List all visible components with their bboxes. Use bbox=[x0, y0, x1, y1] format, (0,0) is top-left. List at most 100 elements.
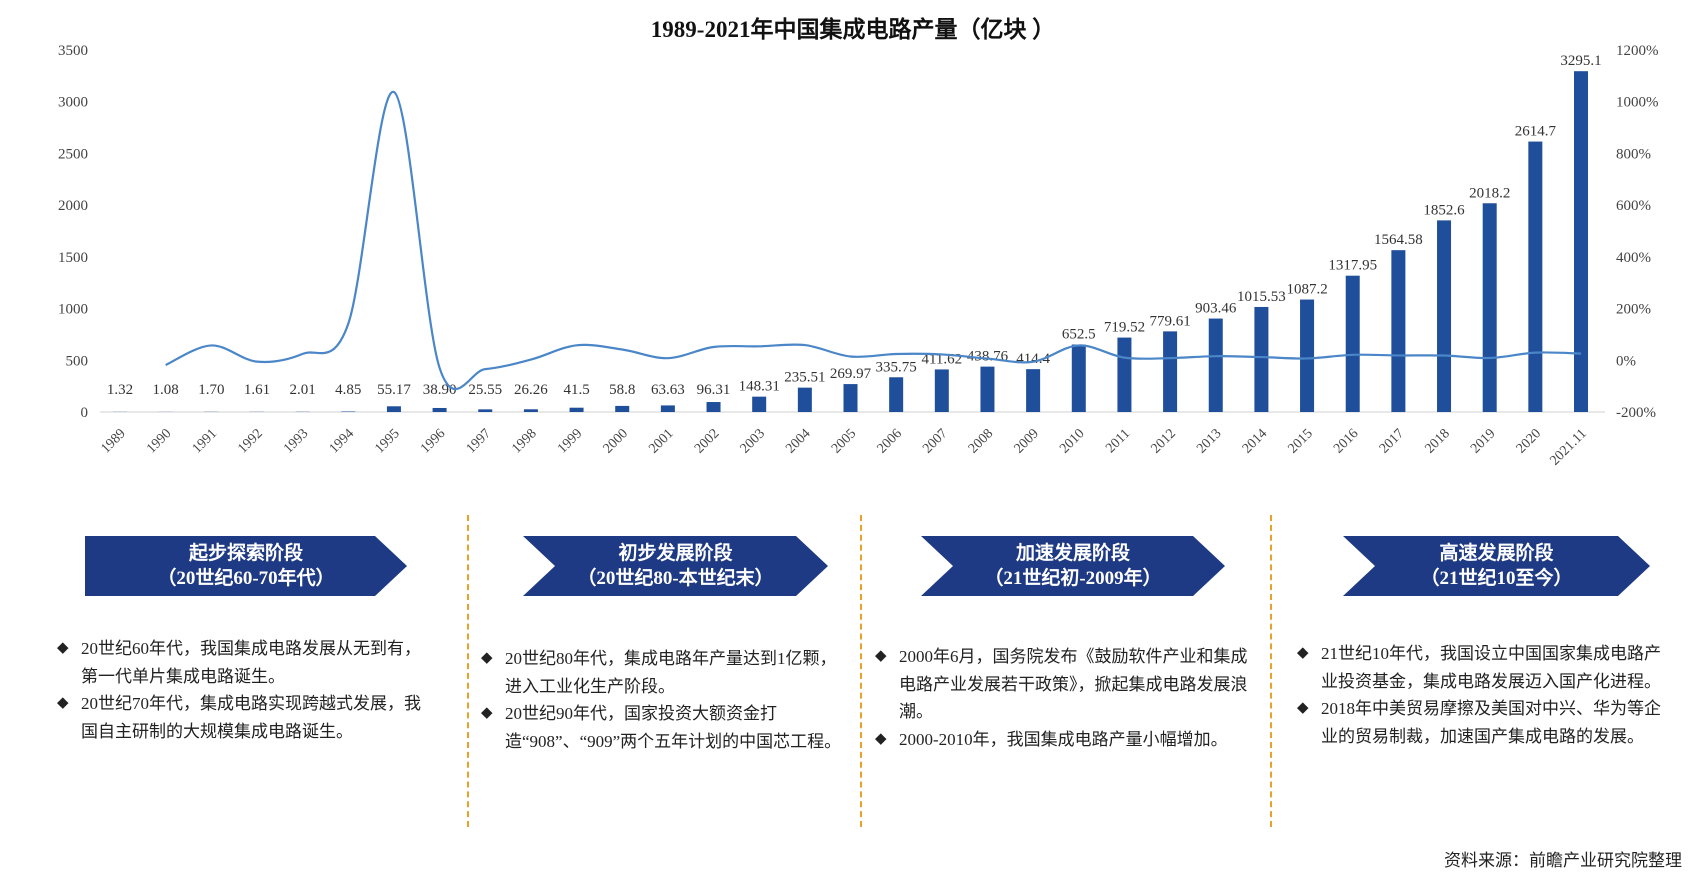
x-tick-label: 1999 bbox=[555, 426, 585, 456]
bullet-item: ◆ 2018年中美贸易摩擦及美国对中兴、华为等企业的贸易制裁，加速国产集成电路的发… bbox=[1297, 695, 1677, 750]
bar-data-label: 1.08 bbox=[153, 382, 179, 398]
arrow-banner-shape bbox=[523, 536, 828, 596]
y-left-tick: 3000 bbox=[58, 95, 88, 111]
diamond-bullet-icon: ◆ bbox=[1297, 645, 1309, 661]
bar bbox=[478, 409, 493, 412]
diamond-bullet-icon: ◆ bbox=[875, 730, 887, 747]
x-tick-label: 2011 bbox=[1103, 426, 1133, 456]
bar-data-label: 58.8 bbox=[609, 382, 635, 398]
growth-rate-line bbox=[165, 90, 1582, 391]
bar bbox=[615, 405, 630, 412]
bar-data-label: 903.46 bbox=[1195, 301, 1237, 317]
x-tick-label: 2005 bbox=[829, 426, 859, 456]
x-tick-label: 2007 bbox=[920, 426, 950, 456]
bullet-text: 20世纪80年代，集成电路年产量达到1亿颗，进入工业化生产阶段。 bbox=[505, 649, 837, 696]
bar-data-label: 1.32 bbox=[107, 382, 133, 398]
bullet-text: 2000年6月，国务院发布《鼓励软件产业和集成电路产业发展若干政策》，掀起集成电… bbox=[899, 647, 1248, 721]
bar-data-label: 1564.58 bbox=[1374, 232, 1423, 248]
stage-period: （21世纪初-2009年） bbox=[984, 568, 1162, 589]
bar-data-label: 235.51 bbox=[784, 370, 825, 386]
x-tick-label: 1994 bbox=[327, 426, 357, 456]
x-tick-label: 1991 bbox=[190, 426, 220, 456]
y-right-tick: 1000% bbox=[1616, 95, 1659, 111]
bar bbox=[889, 377, 904, 412]
bar bbox=[980, 366, 995, 412]
arrow-banner-shape bbox=[1343, 536, 1650, 596]
bar bbox=[1574, 71, 1588, 413]
stage-period: （21世纪10至今） bbox=[1420, 568, 1573, 589]
bullet-text: 20世纪70年代，集成电路实现跨越式发展，我国自主研制的大规模集成电路诞生。 bbox=[81, 694, 421, 741]
bullet-item: ◆ 20世纪90年代，国家投资大额资金打造“908”、“909”两个五年计划的中国… bbox=[481, 700, 851, 755]
y-left-tick: 1500 bbox=[58, 250, 88, 266]
x-tick-label: 1993 bbox=[281, 426, 311, 456]
bar bbox=[706, 402, 721, 412]
bar-data-label: 414.4 bbox=[1016, 351, 1050, 367]
bar bbox=[386, 406, 401, 412]
bar bbox=[1163, 331, 1178, 412]
bar bbox=[843, 384, 858, 412]
arrow-banner-shape bbox=[85, 536, 407, 596]
bar bbox=[1071, 344, 1086, 412]
x-tick-label: 2008 bbox=[966, 426, 996, 456]
y-left-tick: 2000 bbox=[58, 198, 88, 214]
x-tick-label: 2002 bbox=[692, 426, 722, 456]
bar bbox=[660, 405, 675, 412]
bar bbox=[934, 369, 949, 412]
x-tick-label: 1997 bbox=[464, 426, 494, 456]
bullet-item: ◆ 2000-2010年，我国集成电路产量小幅增加。 bbox=[875, 726, 1255, 754]
x-tick-label: 1990 bbox=[144, 426, 174, 456]
bar-data-label: 1015.53 bbox=[1237, 289, 1286, 305]
bar-data-label: 2614.7 bbox=[1515, 124, 1557, 140]
stage-period: （20世纪80-本世纪末） bbox=[577, 568, 774, 589]
bar-data-label: 41.5 bbox=[563, 382, 589, 398]
bullet-item: ◆ 20世纪60年代，我国集成电路发展从无到有，第一代单片集成电路诞生。 bbox=[57, 635, 427, 690]
stage-period: （20世纪60-70年代） bbox=[157, 568, 335, 589]
stage-description: ◆ 21世纪10年代，我国设立中国国家集成电路产业投资基金，集成电路发展迈入国产化… bbox=[1297, 640, 1677, 750]
bar-data-label: 2018.2 bbox=[1469, 185, 1510, 201]
x-tick-label: 2000 bbox=[601, 426, 631, 456]
x-tick-label: 1992 bbox=[235, 426, 265, 456]
bullet-text: 20世纪60年代，我国集成电路发展从无到有，第一代单片集成电路诞生。 bbox=[81, 639, 421, 686]
bar bbox=[341, 411, 356, 412]
stage-banner: 初步发展阶段 （20世纪80-本世纪末） bbox=[523, 536, 828, 596]
diamond-bullet-icon: ◆ bbox=[481, 650, 493, 666]
bullet-text: 2000-2010年，我国集成电路产量小幅增加。 bbox=[899, 729, 1228, 749]
bullet-item: ◆ 20世纪70年代，集成电路实现跨越式发展，我国自主研制的大规模集成电路诞生。 bbox=[57, 690, 427, 745]
chart-title: 1989-2021年中国集成电路产量（亿块 ） bbox=[650, 17, 1056, 42]
bar-data-label: 1.61 bbox=[244, 382, 270, 398]
x-tick-label: 2001 bbox=[646, 426, 676, 456]
y-left-tick: 500 bbox=[66, 353, 89, 369]
bar-data-label: 148.31 bbox=[739, 379, 780, 395]
x-tick-label: 2019 bbox=[1468, 426, 1498, 456]
x-tick-label: 2010 bbox=[1057, 426, 1087, 456]
bullet-text: 21世纪10年代，我国设立中国国家集成电路产业投资基金，集成电路发展迈入国产化进… bbox=[1321, 644, 1661, 691]
bar-data-label: 335.75 bbox=[876, 359, 917, 375]
x-tick-label: 2015 bbox=[1285, 426, 1315, 456]
diamond-bullet-icon: ◆ bbox=[1297, 700, 1309, 716]
bar-data-label: 779.61 bbox=[1149, 313, 1190, 329]
bar bbox=[752, 396, 767, 412]
x-tick-label: 2017 bbox=[1377, 426, 1407, 456]
divider-2 bbox=[860, 515, 862, 827]
bar-data-label: 652.5 bbox=[1062, 327, 1096, 343]
bar-data-label: 1087.2 bbox=[1286, 282, 1327, 298]
y-right-tick: 1200% bbox=[1616, 43, 1659, 59]
bar-data-label: 4.85 bbox=[335, 382, 361, 398]
bar bbox=[1254, 306, 1269, 412]
x-tick-label: 2004 bbox=[783, 426, 813, 456]
x-tick-label: 2016 bbox=[1331, 426, 1361, 456]
divider-3 bbox=[1270, 515, 1272, 827]
stage-title: 加速发展阶段 bbox=[1015, 543, 1130, 564]
bar-data-label: 2.01 bbox=[290, 382, 316, 398]
x-tick-label: 1998 bbox=[509, 426, 539, 456]
bullet-item: ◆ 20世纪80年代，集成电路年产量达到1亿颗，进入工业化生产阶段。 bbox=[481, 645, 851, 700]
x-tick-label: 2012 bbox=[1149, 426, 1179, 456]
bar-data-label: 269.97 bbox=[830, 366, 872, 382]
x-tick-label: 2020 bbox=[1514, 426, 1544, 456]
y-right-tick: 400% bbox=[1616, 250, 1651, 266]
stage-title: 起步探索阶段 bbox=[188, 543, 303, 564]
stage-description: ◆ 20世纪60年代，我国集成电路发展从无到有，第一代单片集成电路诞生。 ◆ 20世纪… bbox=[57, 635, 427, 745]
bar-data-label: 96.31 bbox=[697, 382, 731, 398]
y-right-tick: 0% bbox=[1616, 353, 1636, 369]
